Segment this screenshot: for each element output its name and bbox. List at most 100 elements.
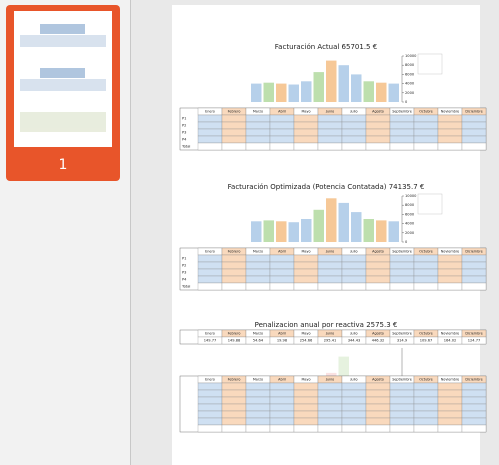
cell — [365, 268, 391, 277]
cell — [269, 410, 295, 419]
cell — [365, 282, 391, 291]
month-header: Febrero — [228, 378, 241, 382]
cell — [293, 382, 319, 391]
cell — [269, 142, 295, 151]
cell — [365, 142, 391, 151]
cell — [197, 282, 223, 291]
cell — [221, 135, 247, 144]
month-header: Noviembre — [441, 378, 460, 382]
cell — [389, 121, 415, 130]
document: Facturación Actual 65701.5 € 0 2000 4000 600… — [179, 43, 487, 433]
cell — [437, 128, 463, 137]
month-header: Febrero — [228, 250, 241, 254]
cell — [461, 410, 487, 419]
month-header: Agosto — [372, 110, 384, 114]
bar — [351, 212, 362, 242]
cell — [365, 128, 391, 137]
cell — [389, 114, 415, 123]
cell — [197, 389, 223, 398]
cell — [461, 128, 487, 137]
cell — [197, 114, 223, 123]
cell — [197, 254, 223, 263]
month-header: Octubre — [419, 332, 433, 336]
bar — [376, 82, 387, 102]
cell — [221, 275, 247, 284]
cell — [221, 417, 247, 426]
y-tick-label: 8000 — [405, 203, 415, 207]
cell — [341, 396, 367, 405]
row-label: P1 — [182, 117, 186, 121]
cell — [317, 142, 343, 151]
cell — [197, 261, 223, 270]
row-label: P3 — [182, 271, 186, 275]
month-header: Julio — [349, 110, 357, 114]
cell — [413, 424, 439, 433]
month-header: Abril — [278, 378, 286, 382]
cell-value: 149.88 — [228, 339, 241, 343]
cell — [437, 410, 463, 419]
bar — [388, 83, 399, 102]
cell-value: 344.43 — [348, 339, 361, 343]
month-header: Marzo — [253, 378, 263, 382]
cell — [221, 128, 247, 137]
month-header: Septiembre — [392, 332, 412, 336]
cell — [197, 128, 223, 137]
bar — [376, 220, 387, 242]
month-header: Diciembre — [465, 110, 482, 114]
bar — [363, 81, 374, 102]
cell — [413, 261, 439, 270]
month-header: Octubre — [419, 110, 433, 114]
cell — [437, 254, 463, 263]
cell — [269, 424, 295, 433]
month-header: Julio — [349, 250, 357, 254]
cell — [437, 382, 463, 391]
cell — [197, 410, 223, 419]
cell — [197, 135, 223, 144]
cell — [293, 254, 319, 263]
cell — [413, 396, 439, 405]
row-label: P1 — [182, 257, 186, 261]
cell — [245, 275, 271, 284]
cell — [317, 389, 343, 398]
bar — [276, 83, 287, 102]
cell — [317, 261, 343, 270]
cell-value: 254.66 — [300, 339, 313, 343]
cell — [293, 142, 319, 151]
cell — [221, 396, 247, 405]
month-header: Julio — [349, 378, 357, 382]
cell — [341, 254, 367, 263]
y-tick-label: 0 — [405, 240, 408, 244]
cell — [461, 114, 487, 123]
cell — [197, 142, 223, 151]
cell — [293, 396, 319, 405]
cell — [293, 275, 319, 284]
bar — [351, 74, 362, 102]
cell-value: 314.9 — [397, 339, 408, 343]
cell — [341, 403, 367, 412]
cell-value: 164.02 — [444, 339, 457, 343]
month-header: Mayo — [301, 110, 310, 114]
cell — [341, 261, 367, 270]
cell — [437, 261, 463, 270]
cell — [413, 389, 439, 398]
month-header: Febrero — [228, 110, 241, 114]
cell — [389, 410, 415, 419]
cell — [437, 403, 463, 412]
cell — [341, 121, 367, 130]
y-tick-label: 2000 — [405, 231, 415, 235]
cell — [269, 389, 295, 398]
month-header: Abril — [278, 110, 286, 114]
cell — [461, 121, 487, 130]
cell — [389, 403, 415, 412]
cell — [389, 275, 415, 284]
y-tick-label: 10000 — [405, 54, 417, 58]
cell — [341, 128, 367, 137]
legend — [417, 193, 443, 215]
month-header: Septiembre — [392, 110, 412, 114]
y-tick-label: 0 — [405, 100, 408, 104]
cell — [293, 282, 319, 291]
bar — [276, 221, 287, 242]
y-tick-label: 2000 — [405, 91, 415, 95]
month-header: Enero — [205, 250, 215, 254]
month-header: Noviembre — [441, 332, 460, 336]
